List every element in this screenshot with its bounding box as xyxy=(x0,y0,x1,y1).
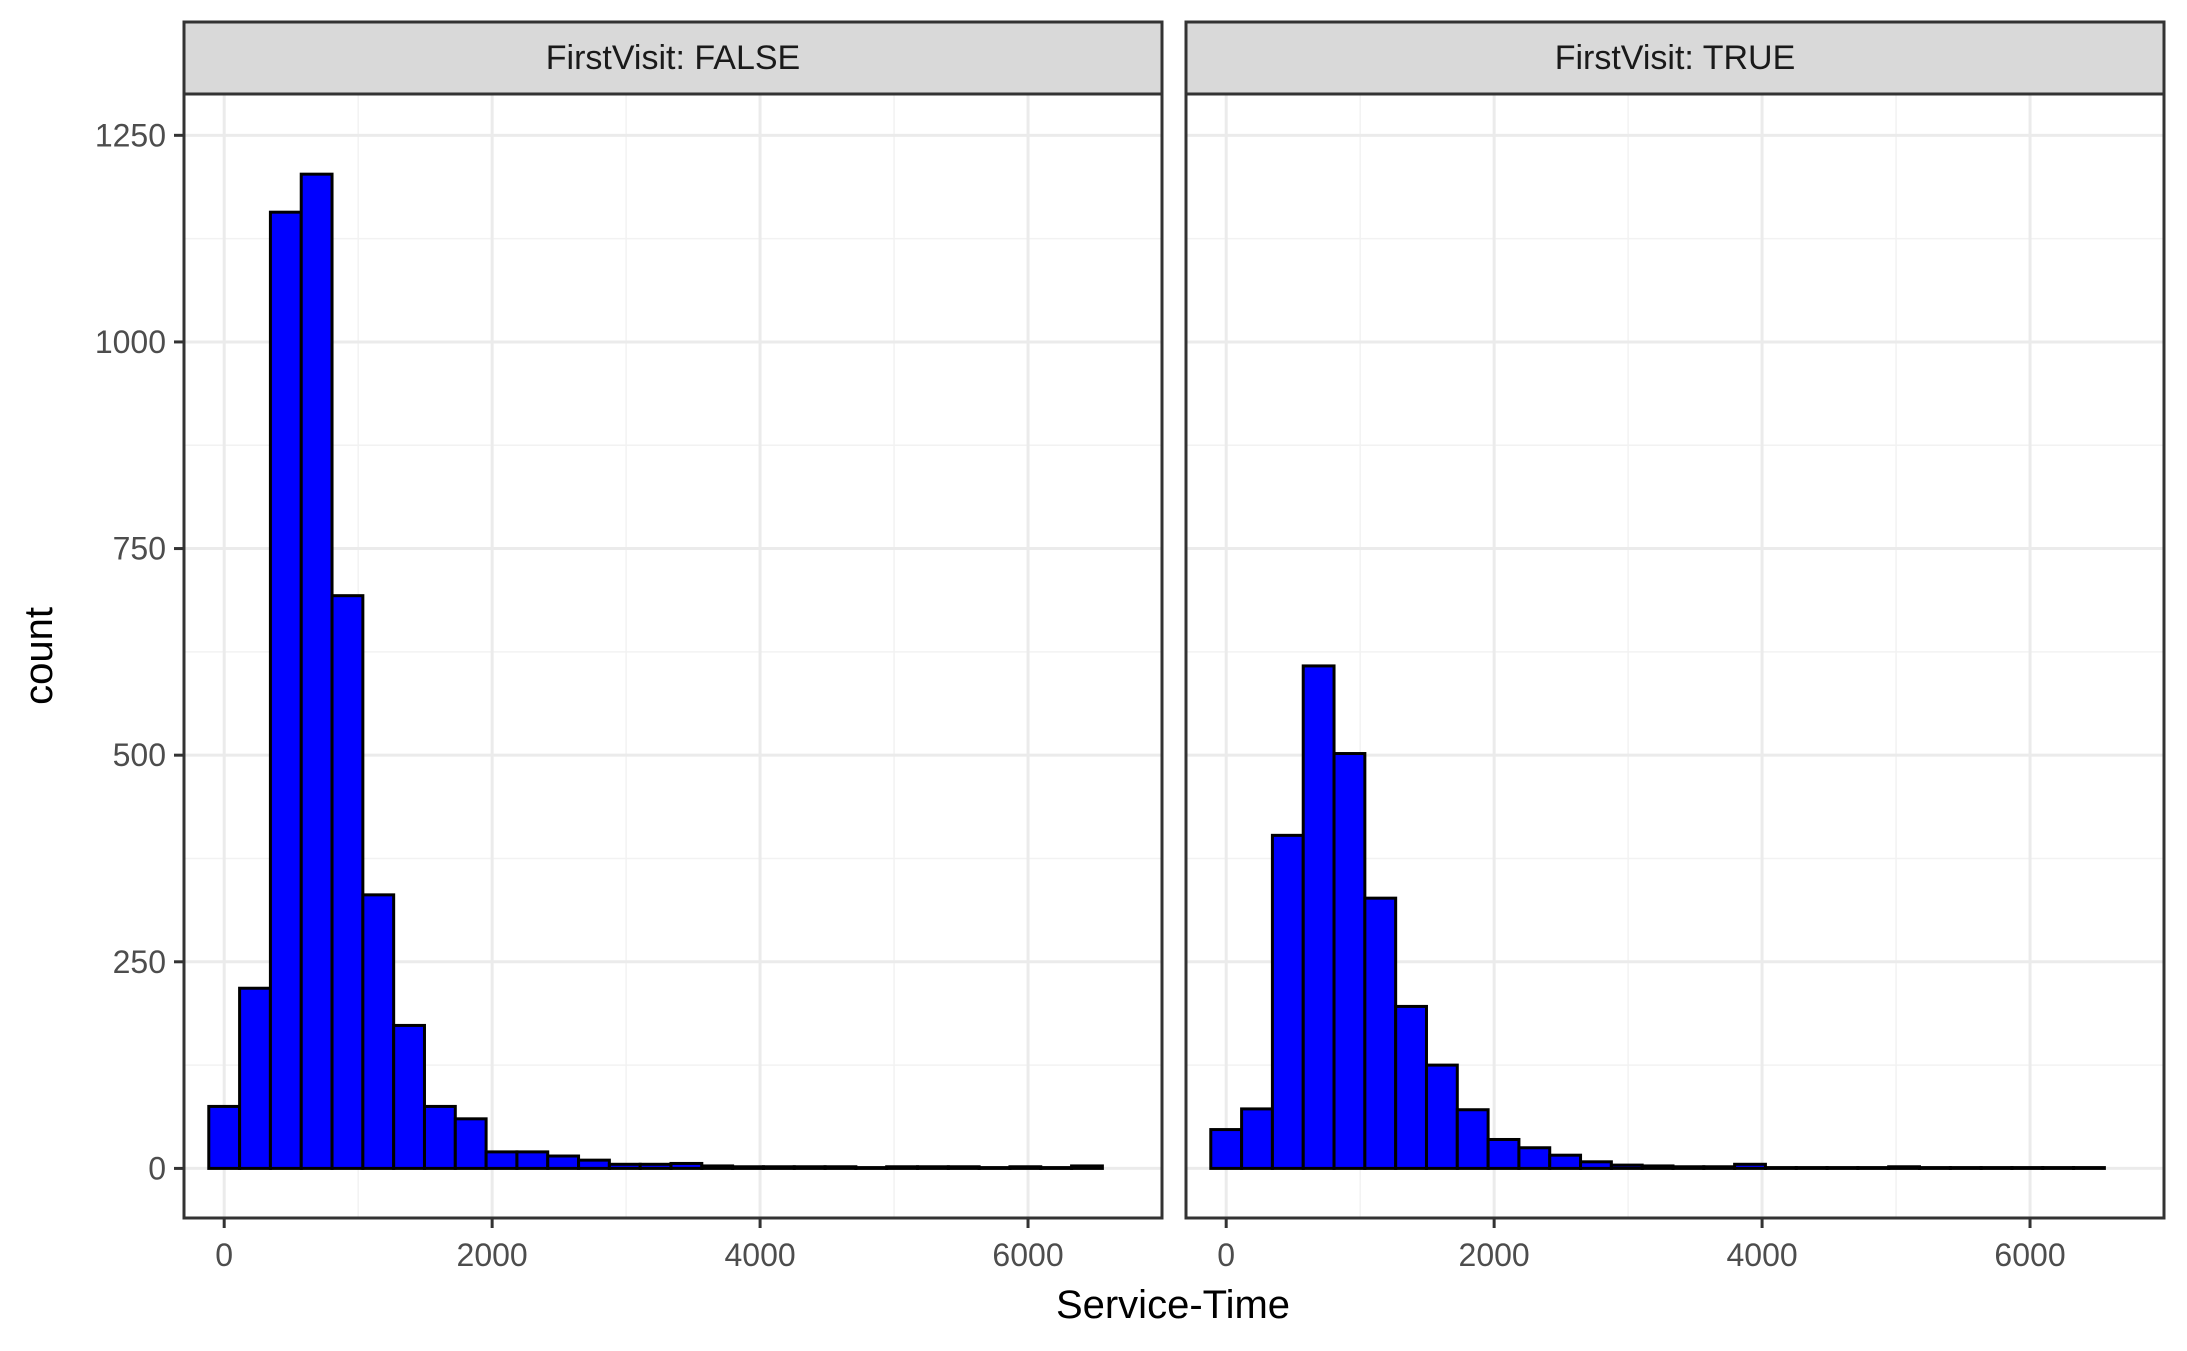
histogram-bar xyxy=(2072,1166,2106,1170)
histogram-bar xyxy=(1070,1164,1104,1170)
histogram-bar xyxy=(1270,833,1305,1170)
facet-strip xyxy=(182,20,1164,96)
x-axis-ticks: 0 2000 4000 6000 xyxy=(1217,1218,2066,1273)
x-tick-label: 2000 xyxy=(1459,1237,1530,1273)
histogram-bar xyxy=(792,1165,827,1170)
histogram-bar xyxy=(1794,1166,1829,1170)
x-tick-label: 4000 xyxy=(724,1237,795,1273)
histogram-bar xyxy=(1548,1153,1583,1170)
x-tick-label: 0 xyxy=(1217,1237,1235,1273)
histogram-bar xyxy=(515,1150,550,1170)
histogram-bar xyxy=(977,1166,1012,1170)
histogram-bar xyxy=(700,1164,735,1170)
histogram-bar xyxy=(1332,752,1367,1170)
histogram-bar xyxy=(669,1161,704,1170)
y-axis-title: count xyxy=(17,607,61,705)
histogram-bar xyxy=(392,1023,426,1170)
histogram-bar xyxy=(1763,1166,1798,1170)
histogram-bar xyxy=(1918,1166,1952,1170)
histogram-bar xyxy=(238,986,272,1170)
histogram-bar xyxy=(916,1165,950,1170)
histogram-bar xyxy=(546,1154,581,1170)
histogram-bar xyxy=(1733,1162,1767,1170)
histogram-bar xyxy=(946,1165,981,1170)
y-tick-label: 750 xyxy=(113,531,166,567)
histogram-bar xyxy=(885,1165,919,1170)
y-axis-ticks: 0 250 500 750 1000 1250 xyxy=(95,117,184,1186)
histogram-bar xyxy=(1301,664,1336,1170)
histogram-bar xyxy=(1887,1165,1921,1170)
histogram-bar xyxy=(2041,1166,2076,1170)
histogram-bar xyxy=(1609,1163,1644,1170)
histogram-bar xyxy=(1856,1166,1891,1170)
histogram-bar xyxy=(1394,1004,1428,1170)
histogram-bar xyxy=(854,1166,889,1170)
histogram-bar xyxy=(2010,1166,2045,1170)
histogram-bar xyxy=(638,1162,673,1170)
histogram-bar xyxy=(484,1150,519,1170)
x-axis-ticks: 0 2000 4000 6000 xyxy=(215,1218,1064,1273)
histogram-bar xyxy=(1640,1164,1675,1170)
histogram-bar xyxy=(1702,1165,1737,1170)
histogram-bar xyxy=(1948,1166,1983,1170)
facet-strip xyxy=(1184,20,2166,96)
facet-strip-label: FirstVisit: TRUE xyxy=(1555,39,1796,77)
y-tick-label: 250 xyxy=(113,944,166,980)
histogram-bar xyxy=(761,1165,796,1170)
x-tick-label: 2000 xyxy=(457,1237,528,1273)
x-tick-label: 4000 xyxy=(1726,1237,1797,1273)
histogram-bar xyxy=(1363,896,1398,1170)
panel-grid xyxy=(184,94,1162,1218)
histogram-bar xyxy=(330,594,365,1170)
histogram-bar xyxy=(1240,1107,1274,1170)
x-tick-label: 6000 xyxy=(1994,1237,2065,1273)
histogram-bar xyxy=(1008,1165,1043,1170)
histogram-bar xyxy=(422,1104,457,1170)
y-tick-label: 0 xyxy=(148,1150,166,1186)
histogram-bar xyxy=(1579,1160,1613,1170)
y-tick-label: 1250 xyxy=(95,117,166,153)
panel-grid xyxy=(1186,94,2164,1218)
facet-panel-firstvisit-false: FirstVisit: FALSE 0 2000 4000 6000 0 250 500 7… xyxy=(95,20,1164,1273)
histogram-bar xyxy=(361,893,396,1170)
x-axis-title: Service-Time xyxy=(1056,1283,1290,1327)
histogram-bar xyxy=(607,1162,642,1170)
histogram-bar xyxy=(1517,1146,1552,1170)
y-tick-label: 500 xyxy=(113,737,166,773)
histogram-bar xyxy=(453,1117,488,1170)
histogram-bar xyxy=(207,1104,242,1170)
x-tick-label: 0 xyxy=(215,1237,233,1273)
histogram-bar xyxy=(1486,1137,1521,1170)
histogram-bar xyxy=(731,1165,765,1170)
histogram-bar xyxy=(268,210,303,1170)
histogram-bar xyxy=(1424,1063,1459,1170)
histogram-bar xyxy=(1671,1165,1706,1170)
histogram-bar xyxy=(1039,1166,1074,1170)
histogram-bars xyxy=(1209,664,2106,1170)
y-tick-label: 1000 xyxy=(95,324,166,360)
histogram-bar xyxy=(1979,1166,2014,1170)
histogram-bar xyxy=(1825,1166,1860,1170)
histogram-bar xyxy=(577,1158,611,1170)
histogram-bar xyxy=(299,172,334,1170)
histogram-bar xyxy=(1455,1108,1490,1170)
histogram-bar xyxy=(1209,1128,1244,1170)
x-tick-label: 6000 xyxy=(992,1237,1063,1273)
facet-strip-label: FirstVisit: FALSE xyxy=(546,39,800,77)
histogram-bars xyxy=(207,172,1104,1170)
histogram-bar xyxy=(823,1165,858,1170)
facet-panel-firstvisit-true: FirstVisit: TRUE 0 2000 4000 6000 xyxy=(1184,20,2166,1273)
